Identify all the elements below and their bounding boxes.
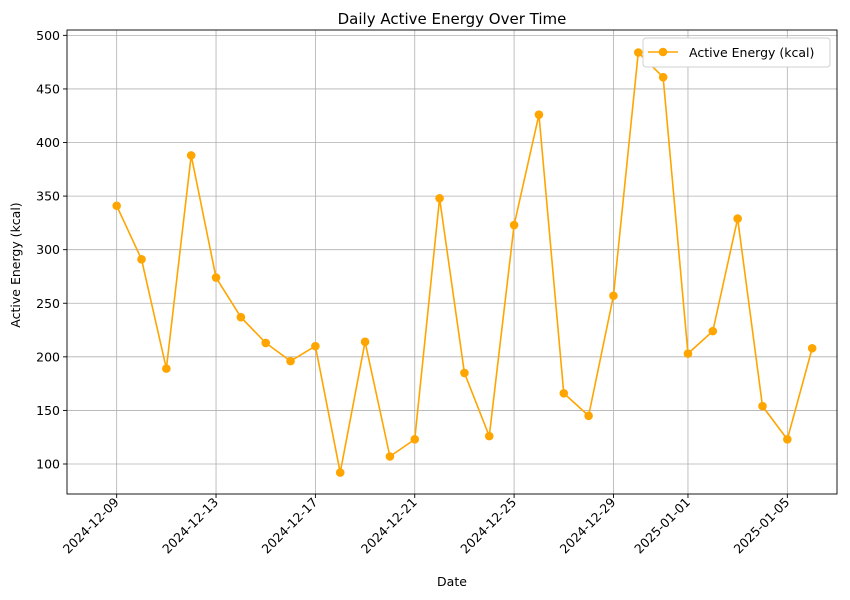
data-point bbox=[261, 338, 271, 348]
chart-title: Daily Active Energy Over Time bbox=[338, 10, 567, 28]
data-point bbox=[807, 343, 817, 353]
x-tick-label: 2024-12-09 bbox=[60, 494, 122, 556]
x-tick-label: 2025-01-05 bbox=[730, 495, 792, 557]
x-tick-label: 2024-12-25 bbox=[457, 495, 519, 557]
data-point bbox=[584, 411, 593, 421]
y-tick-label: 200 bbox=[36, 349, 60, 364]
x-tick-label: 2024-12-17 bbox=[259, 495, 321, 557]
data-point bbox=[410, 435, 420, 444]
legend: Active Energy (kcal) bbox=[642, 37, 831, 68]
plot-frame bbox=[66, 29, 838, 495]
legend-marker-swatch bbox=[658, 47, 668, 57]
data-point bbox=[211, 273, 221, 282]
y-tick-label: 450 bbox=[36, 81, 60, 96]
data-point bbox=[783, 435, 792, 444]
data-point bbox=[186, 151, 196, 160]
series-line bbox=[115, 51, 813, 474]
data-point bbox=[658, 72, 668, 82]
data-point bbox=[236, 312, 246, 322]
data-point bbox=[286, 356, 295, 366]
data-point bbox=[460, 368, 469, 378]
data-point bbox=[385, 452, 395, 461]
y-tick-label: 350 bbox=[36, 189, 60, 204]
y-axis-label: Active Energy (kcal) bbox=[8, 202, 23, 327]
data-point bbox=[683, 349, 693, 358]
x-tick-label: 2025-01-01 bbox=[631, 495, 693, 557]
y-tick-label: 100 bbox=[36, 456, 60, 471]
data-point bbox=[335, 468, 345, 477]
data-point bbox=[609, 291, 618, 301]
x-tick-label: 2024-12-21 bbox=[358, 495, 420, 557]
data-point bbox=[708, 326, 718, 336]
y-tick-label: 400 bbox=[36, 135, 60, 150]
data-point bbox=[534, 110, 544, 119]
data-point bbox=[509, 220, 519, 230]
plot-area: 100 150 200 250 300 350 400 450 500 2024-12-09 202… bbox=[36, 28, 838, 557]
data-point bbox=[360, 337, 370, 347]
data-point bbox=[559, 388, 569, 398]
x-tick-label: 2024-12-29 bbox=[557, 494, 619, 556]
data-point bbox=[112, 201, 121, 211]
data-point bbox=[733, 214, 742, 223]
y-tick-label: 300 bbox=[36, 242, 60, 257]
y-tick-label: 500 bbox=[36, 28, 60, 43]
data-point bbox=[137, 255, 146, 264]
data-point bbox=[484, 431, 494, 441]
legend-label: Active Energy (kcal) bbox=[689, 45, 814, 60]
y-tick-label: 150 bbox=[36, 403, 60, 418]
data-point bbox=[435, 193, 444, 203]
data-point bbox=[633, 48, 643, 57]
x-axis-label: Date bbox=[437, 574, 467, 589]
data-point bbox=[311, 341, 320, 351]
y-tick-label: 250 bbox=[36, 296, 60, 311]
data-point bbox=[758, 401, 767, 411]
x-tick-label: 2024-12-13 bbox=[159, 495, 221, 557]
legend-box bbox=[642, 37, 831, 68]
data-point bbox=[162, 364, 171, 373]
